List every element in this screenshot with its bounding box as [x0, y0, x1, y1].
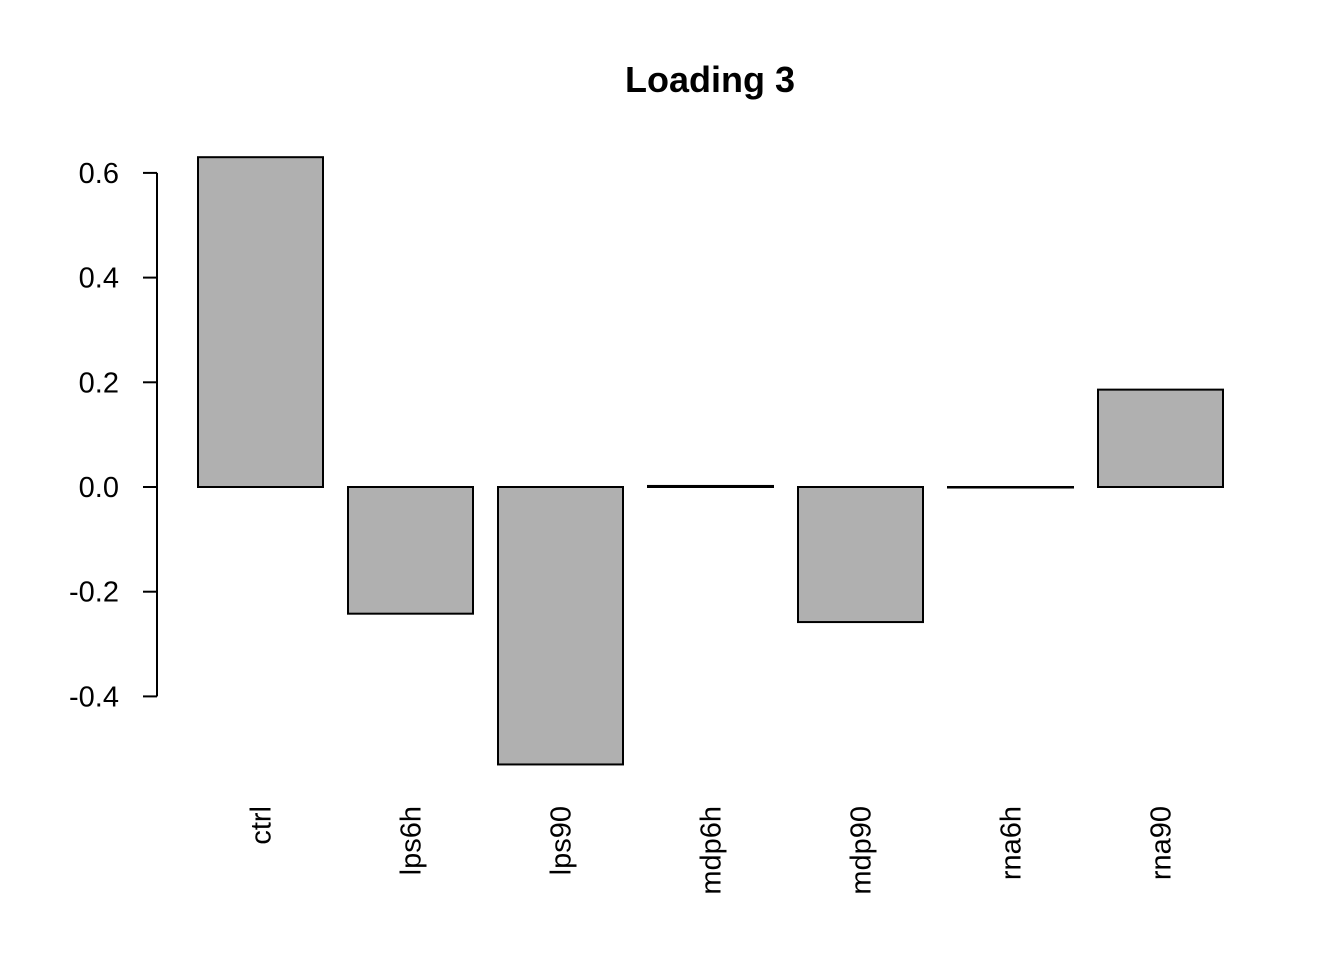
- bar-mdp90: [797, 486, 924, 624]
- x-axis-labels: ctrl lps6h lps90 mdp6h mdp90 rna6h rna90: [246, 806, 1178, 895]
- chart-title: Loading 3: [625, 59, 795, 100]
- x-category-label: ctrl: [246, 806, 278, 845]
- bars-group: [197, 156, 1224, 766]
- y-tick-label: -0.4: [69, 681, 119, 713]
- y-tick-label: 0.2: [79, 367, 119, 399]
- bar-rna6h: [947, 486, 1074, 489]
- x-category-label: lps6h: [396, 806, 428, 875]
- bar-rna90: [1097, 388, 1224, 488]
- x-category-label: rna90: [1146, 806, 1178, 880]
- x-category-label: mdp90: [846, 806, 878, 895]
- bar-lps90: [497, 486, 624, 766]
- y-tick-label: -0.2: [69, 577, 119, 609]
- bar-mdp6h: [647, 484, 774, 489]
- y-axis: 0.6 0.4 0.2 0.0 -0.2 -0.4: [69, 158, 158, 713]
- y-tick-label: 0.6: [79, 158, 119, 190]
- bar-ctrl: [197, 156, 324, 488]
- x-category-label: mdp6h: [696, 806, 728, 895]
- x-category-label: rna6h: [996, 806, 1028, 880]
- x-category-label: lps90: [546, 806, 578, 875]
- y-tick-label: 0.4: [79, 263, 119, 295]
- bar-lps6h: [347, 486, 474, 615]
- y-tick-label: 0.0: [79, 472, 119, 504]
